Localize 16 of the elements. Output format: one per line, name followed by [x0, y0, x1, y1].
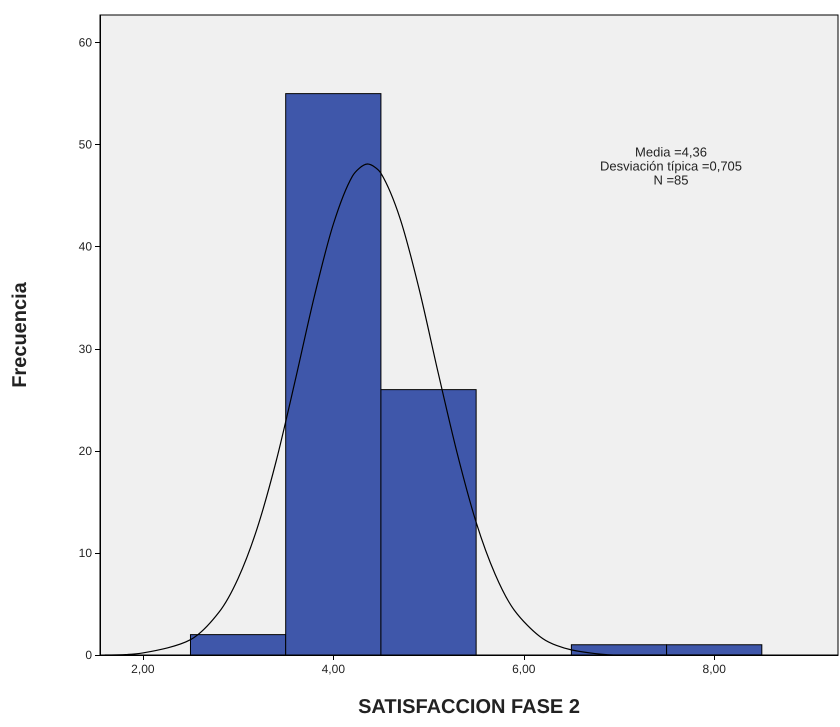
- y-tick-label: 30: [78, 342, 92, 356]
- x-axis-title: SATISFACCION FASE 2: [358, 696, 580, 718]
- y-tick-label: 40: [78, 240, 92, 254]
- y-axis-title: Frecuencia: [9, 281, 31, 388]
- y-tick-label: 0: [85, 648, 92, 662]
- x-tick-label: 8,00: [702, 662, 726, 676]
- x-tick-label: 4,00: [322, 662, 346, 676]
- y-tick-label: 50: [78, 138, 92, 152]
- y-tick-label: 20: [78, 444, 92, 458]
- y-tick-label: 60: [78, 36, 92, 50]
- annotation: N =85: [653, 172, 689, 188]
- x-tick-label: 2,00: [131, 662, 155, 676]
- y-tick-label: 10: [78, 546, 92, 560]
- annotation: Desviación típica =0,705: [600, 158, 742, 174]
- x-tick-label: 6,00: [512, 662, 536, 676]
- annotation: Media =4,36: [635, 144, 707, 160]
